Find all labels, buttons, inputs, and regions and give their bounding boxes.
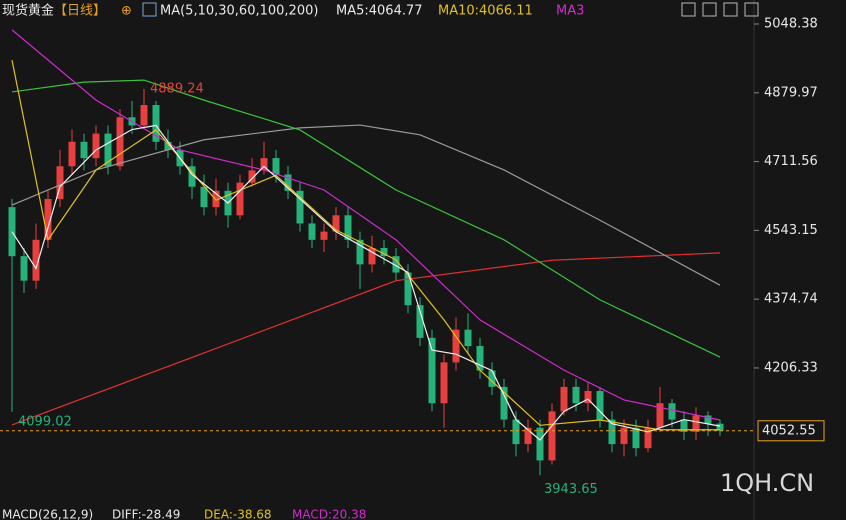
tool-button[interactable] (702, 2, 717, 17)
tool-button[interactable] (723, 2, 738, 17)
candle-body (368, 247, 376, 265)
watermark: 1QH.CN (720, 469, 814, 497)
candle-body (620, 427, 628, 445)
ma-line (11, 29, 721, 421)
candle-body (704, 415, 712, 424)
candle-body (236, 182, 244, 216)
indicator-legend: MACD:20.38 (292, 508, 366, 520)
candle-body (452, 329, 460, 363)
candle-body (584, 390, 592, 404)
ma-line (11, 59, 720, 431)
ma-legend: MA5:4064.77 (336, 4, 423, 19)
add-icon[interactable]: ⊕ (121, 4, 132, 19)
candle-body (488, 370, 496, 387)
candle-body (320, 231, 328, 240)
candle-body (308, 223, 316, 240)
instrument-title: 现货黄金 (2, 3, 54, 19)
ma-legend: MA10:4066.11 (438, 4, 533, 19)
candle-body (524, 427, 532, 445)
candle-body (164, 141, 172, 150)
candle-body (68, 141, 76, 167)
candle-body (656, 403, 664, 428)
candle-body (332, 215, 340, 232)
candle-body (716, 423, 724, 431)
candle-body (668, 403, 676, 420)
indicator-legend: DEA:-38.68 (204, 508, 272, 520)
ma-legend: MA(5,10,30,60,100,200) (160, 4, 318, 19)
candle-body (200, 186, 208, 208)
y-tick-label: 5048.38 (764, 16, 818, 31)
candle-body (188, 166, 196, 187)
candle-body (284, 174, 292, 191)
candle-body (428, 337, 436, 404)
ma-icon[interactable] (142, 2, 157, 17)
candle-body (152, 105, 160, 142)
toolbar (681, 2, 759, 17)
candle-body (32, 239, 40, 281)
y-tick-label: 4879.97 (764, 85, 818, 100)
candle-body (44, 198, 52, 240)
tool-button[interactable] (681, 2, 696, 17)
y-tick-label: 4543.15 (764, 223, 818, 238)
y-tick-label: 4711.56 (764, 154, 818, 169)
candle-body (92, 133, 100, 159)
y-tick-label: 4374.74 (764, 292, 818, 307)
candle-body (260, 158, 268, 171)
candle-body (560, 386, 568, 412)
candle-body (104, 133, 112, 167)
candle-body (548, 411, 556, 461)
candle-body (464, 329, 472, 347)
candle-body (392, 256, 400, 273)
candle-body (440, 362, 448, 404)
candle-body (644, 427, 652, 449)
candle-body (416, 305, 424, 338)
candle-body (500, 386, 508, 420)
high-annotation: 4889.24 (150, 81, 204, 96)
indicator-legend: DIFF:-28.49 (112, 508, 180, 520)
candle-body (608, 419, 616, 445)
last-price-label: 4052.55 (762, 423, 816, 438)
ma-line (11, 124, 721, 441)
last-price-box (757, 420, 825, 442)
candle-body (116, 117, 124, 167)
candle-body (20, 256, 28, 281)
candle-body (140, 105, 148, 126)
candle-body (56, 166, 64, 199)
candle-body (344, 215, 352, 240)
indicator-legend: MACD(26,12,9) (2, 508, 93, 520)
candle-body (80, 141, 88, 159)
candle-body (680, 419, 688, 432)
ma-line (11, 124, 721, 286)
tool-button[interactable] (744, 2, 759, 17)
candle-body (632, 427, 640, 449)
y-tick-label: 4206.33 (764, 360, 818, 375)
ma-line (11, 79, 721, 358)
candle-body (572, 386, 580, 404)
ma-legend: MA3 (556, 4, 584, 19)
candle-body (404, 272, 412, 306)
candle-body (596, 390, 604, 420)
candle-body (512, 419, 520, 445)
ma-line (11, 252, 721, 426)
low-annotation: 3943.65 (544, 482, 598, 497)
candle-body (212, 190, 220, 208)
candle-body (296, 190, 304, 224)
candle-body (248, 170, 256, 183)
candle-body (476, 346, 484, 371)
candle-body (536, 427, 544, 461)
candle-body (380, 247, 388, 257)
candle-body (272, 158, 280, 175)
candle-body (356, 239, 364, 265)
candle-body (692, 415, 700, 432)
low-annotation: 4099.02 (18, 414, 72, 429)
period[interactable]: 【日线】 (54, 4, 106, 19)
